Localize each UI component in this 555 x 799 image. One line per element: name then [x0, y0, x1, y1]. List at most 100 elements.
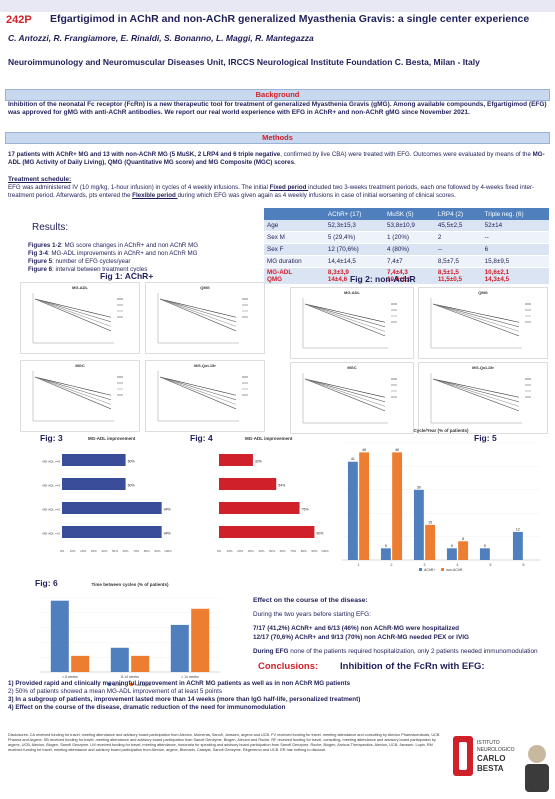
chart-title: MG-ADL improvement: [245, 436, 293, 441]
poster-id: 242P: [6, 14, 32, 26]
panel-title: QMG: [478, 290, 488, 295]
mini-line-chart: [302, 373, 397, 424]
portrait-body: [525, 764, 549, 792]
top-band: [0, 0, 555, 12]
results-item: Figure 6: interval between treatment cyc…: [28, 266, 198, 274]
panel-title: MG-QoL15r: [472, 365, 494, 370]
conclusion-item: 2) 50% of patients showed a mean MG-ADL …: [8, 688, 222, 695]
table-header: MuSK (5): [383, 208, 435, 220]
panel-title: MGC: [347, 365, 357, 370]
series-line: [432, 303, 520, 332]
series-line: [159, 298, 237, 318]
tick-label: 60%: [123, 549, 129, 553]
series-line: [432, 378, 520, 407]
tick-label: 40%: [101, 549, 107, 553]
mini-line-chart: [430, 298, 531, 349]
bar-nonachr: [359, 452, 370, 560]
tick-label: 3: [424, 563, 426, 567]
results-item: Fig 3-4: MG-ADL improvements in AChR+ an…: [28, 250, 198, 258]
data-label: 15: [428, 520, 432, 524]
legend-swatch: [130, 683, 133, 686]
effect-title: Effect on the course of the disease:: [253, 597, 368, 604]
series-line: [34, 298, 112, 323]
logo-line4: BESTA: [477, 764, 504, 773]
table-cell: Sex F: [264, 243, 325, 256]
fig1-qmg-panel: QMG: [145, 282, 265, 354]
data-label: 32%: [255, 460, 262, 464]
fig3-label: Fig: 3: [40, 433, 63, 443]
series-line: [34, 376, 112, 396]
background-text: Inhibition of the neonatal Fc receptor (…: [8, 101, 547, 116]
table-cell: MG-ADL QMG: [264, 267, 325, 285]
methods-text: 17 patients with AChR+ MG and 13 with no…: [8, 151, 548, 167]
conclusions-title: Inhibition of the FcRn with EFG:: [340, 661, 485, 672]
bar: [219, 454, 253, 466]
series-line: [34, 298, 112, 332]
results-item: Figures 1-2: MG score changes in AChR+ a…: [28, 242, 198, 250]
chart-title: Time between cycles (% of patients): [92, 582, 169, 587]
legend-label: non-AChR: [135, 683, 152, 687]
effect-line1: 7/17 (41,2%) AChR+ and 6/13 (46%) non AC…: [253, 625, 460, 632]
tick-label: 8-14 weeks: [121, 675, 139, 679]
panel-title: MG-ADL: [344, 290, 360, 295]
data-label: 5: [451, 544, 453, 548]
tick-label: 5: [490, 563, 492, 567]
tick-label: < 8 weeks: [62, 675, 78, 679]
tick-label: 30%: [91, 549, 97, 553]
effect-during-label: During EFG: [253, 648, 289, 655]
results-item-label: Figures 1-2: [28, 242, 62, 249]
category-label: MG-ADL >=3: [42, 484, 60, 488]
demographics-table: AChR+ (17) MuSK (5) LRP4 (2) Triple neg.…: [264, 208, 549, 285]
table-header: Triple neg. (6): [481, 208, 549, 220]
mini-line-chart: [302, 298, 397, 349]
schedule-heading: Treatment schedule:: [8, 176, 72, 183]
tick-label: 0%: [217, 549, 222, 553]
panel-title: MG-QoL15r: [194, 363, 216, 368]
logo-line3: CARLO: [477, 754, 505, 763]
tick-label: 20%: [80, 549, 86, 553]
chart-title: Cycle/Year (% of patients): [413, 428, 469, 433]
series-line: [432, 378, 520, 412]
table-cell: 8,3±3,9 14±4,6: [324, 267, 384, 285]
fig2-qol-panel: MG-QoL15r: [418, 362, 548, 434]
methods-mid: , confirmed by live CBA) were treated wi…: [280, 151, 533, 158]
table-cell: 8,5±7,5: [434, 255, 482, 268]
table-cell: 8,5±1,5 11,5±0,5: [434, 267, 482, 285]
bar-achr: [347, 461, 358, 560]
data-label: 30: [417, 485, 421, 489]
methods-end: .: [294, 159, 296, 166]
fig3-chart: MG-ADL improvement 60% MG-ADL >=5 60% MG-ADL…: [42, 436, 172, 553]
data-label: 46: [395, 448, 399, 452]
table-cell: 52,3±15,3: [324, 220, 384, 232]
fig1-mgc-panel: MGC: [20, 360, 140, 432]
schedule-flexible: Flexible period: [132, 192, 178, 199]
poster-title: Efgartigimod in AChR and non-AChR genera…: [50, 13, 530, 25]
tick-label: 70%: [290, 549, 296, 553]
table-cell: Sex M: [264, 231, 325, 244]
tick-label: 0%: [60, 549, 65, 553]
tick-label: 90%: [311, 549, 317, 553]
data-label: 8: [462, 537, 464, 541]
table-cell: 5 (29,4%): [324, 231, 384, 244]
logo-line1: ISTITUTO: [477, 740, 500, 746]
bar-achr: [380, 548, 391, 560]
bar-achr: [512, 531, 523, 560]
series-line: [159, 376, 237, 410]
data-label: 12: [516, 527, 520, 531]
table-cell: 7,4±4,3 10,6±6,8: [383, 267, 435, 285]
panel-title: MGC: [75, 363, 85, 368]
logo-line2: NEUROLOGICO: [477, 747, 515, 753]
data-label: 41: [351, 457, 355, 461]
fig1-title: Fig 1: AChR+: [100, 271, 154, 281]
fig6-label: Fig: 6: [35, 578, 58, 588]
conclusion-item: 3) In a subgroup of patients, improvemen…: [8, 696, 361, 703]
fig2-title: Fig 2: non-AchR: [350, 274, 416, 284]
table-row: Sex F 12 (70,6%) 4 (80%) -- 6: [264, 243, 549, 256]
disclosures: Disclosures: CA received funding for tra…: [8, 733, 440, 752]
table-cell: 45,5±2,5: [434, 220, 482, 232]
schedule-b: included two 3-weeks treatment periods, …: [8, 184, 535, 199]
tick-label: 10%: [70, 549, 76, 553]
tick-label: 80%: [301, 549, 307, 553]
chart-title: MG-ADL improvement: [88, 436, 136, 441]
mini-line-chart: [157, 371, 248, 422]
